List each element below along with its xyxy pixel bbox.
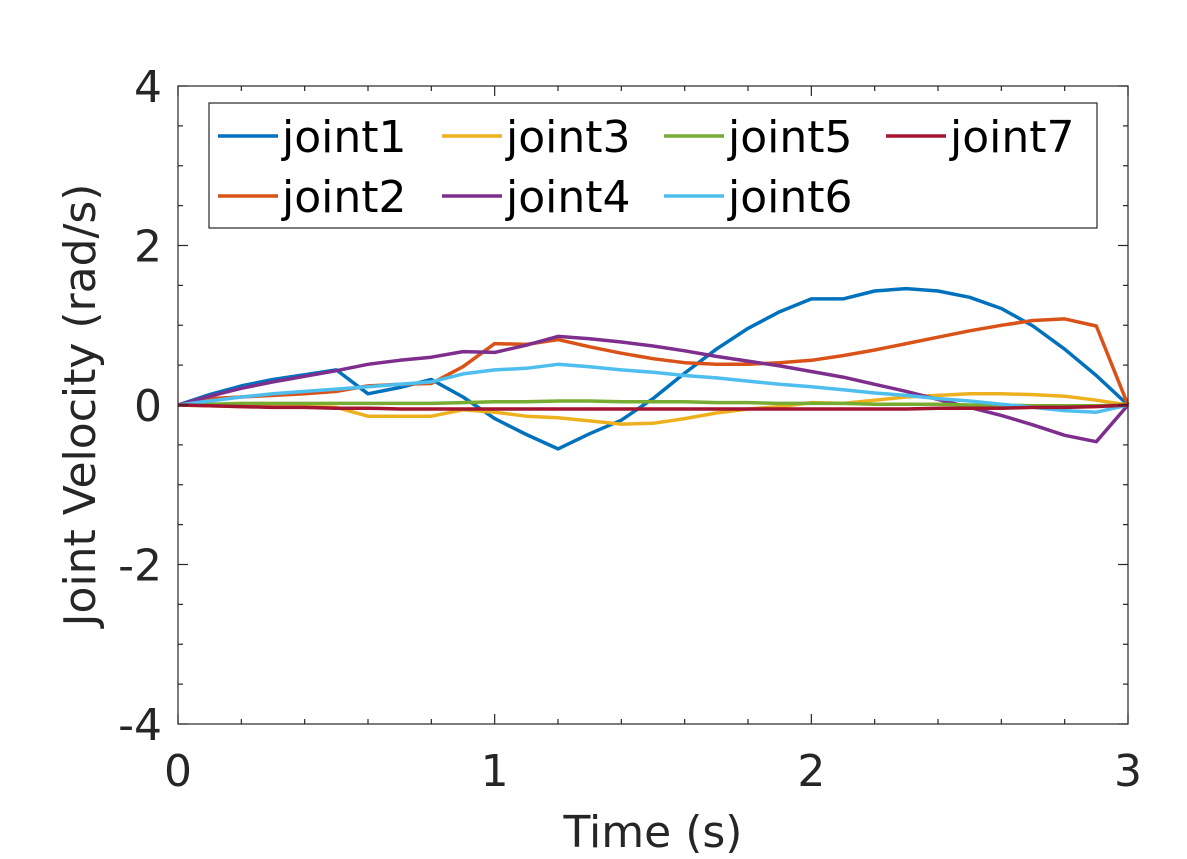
series-layer xyxy=(177,286,1130,451)
tick-labels: 0 1 2 3 -4 -2 0 2 4 xyxy=(118,62,1142,797)
x-tick-label: 0 xyxy=(164,746,192,797)
series-line-joint5 xyxy=(177,399,1129,408)
x-tick-label: 3 xyxy=(1114,746,1142,797)
legend-box xyxy=(208,102,1098,229)
series-line-joint7 xyxy=(177,403,1129,411)
legend-label-joint3: joint3 xyxy=(505,112,631,163)
x-tick-label: 1 xyxy=(481,746,509,797)
axes-layer xyxy=(177,85,1129,725)
series-line-joint6 xyxy=(177,362,1129,414)
y-tick-label: 0 xyxy=(134,381,162,432)
y-tick-label: -4 xyxy=(118,700,162,751)
y-tick-label: 2 xyxy=(134,222,162,273)
legend-label-joint1: joint1 xyxy=(281,112,407,163)
legend-label-joint4: joint4 xyxy=(505,172,631,223)
series-line-joint2 xyxy=(177,317,1130,407)
x-axis-title: Time (s) xyxy=(563,807,743,858)
x-tick-label: 2 xyxy=(797,746,825,797)
y-tick-label: -2 xyxy=(118,541,162,592)
legend-label-joint5: joint5 xyxy=(727,112,853,163)
legend-label-joint6: joint6 xyxy=(727,172,853,223)
y-tick-label: 4 xyxy=(134,62,162,113)
legend: joint1 joint2 joint3 joint4 joint5 joint6 join… xyxy=(208,102,1098,229)
y-axis-title: Joint Velocity (rad/s) xyxy=(55,184,106,630)
legend-label-joint7: joint7 xyxy=(949,112,1075,163)
legend-label-joint2: joint2 xyxy=(281,172,407,223)
